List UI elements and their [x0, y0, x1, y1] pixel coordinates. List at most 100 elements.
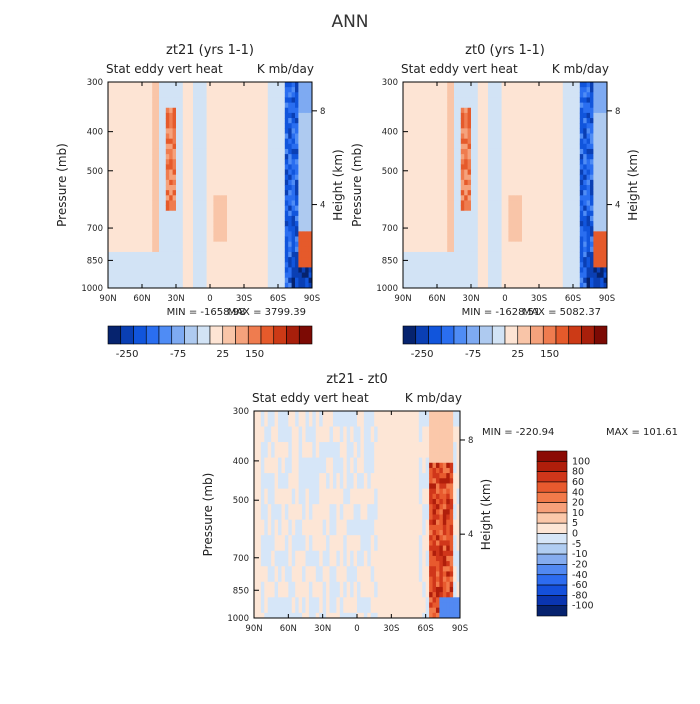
field-cell [132, 159, 136, 165]
field-cell [576, 134, 580, 140]
field-cell [597, 221, 601, 227]
field-cell [281, 82, 285, 88]
field-cell [142, 267, 146, 273]
field-cell [451, 170, 455, 176]
field-cell [522, 195, 526, 201]
field-cell [176, 97, 180, 103]
field-cell [505, 128, 509, 134]
field-cell [593, 159, 597, 165]
field-cell [519, 159, 523, 165]
field-cell [410, 237, 414, 243]
field-cell [261, 128, 265, 134]
field-cell [149, 262, 153, 268]
field-cell [207, 154, 211, 160]
field-cell [237, 247, 241, 253]
field-cell [434, 267, 438, 273]
field-cell [207, 262, 211, 268]
field-cell [505, 103, 509, 109]
field-cell [118, 139, 122, 145]
field-cell [278, 113, 282, 119]
field-cell [135, 175, 139, 181]
field-cell [241, 257, 245, 263]
field-cell [580, 175, 584, 181]
field-cell [156, 113, 160, 119]
field-cell [522, 139, 526, 145]
field-cell [128, 180, 132, 186]
field-cell [525, 170, 529, 176]
field-cell [275, 206, 279, 212]
field-cell [292, 128, 296, 134]
field-cell [437, 144, 441, 150]
field-cell [529, 108, 533, 114]
field-cell [285, 221, 289, 227]
field-cell [485, 97, 489, 103]
field-cell [173, 211, 177, 217]
field-cell [481, 113, 485, 119]
field-cell [203, 103, 207, 109]
field-cell [251, 82, 255, 88]
field-cell [478, 87, 482, 93]
field-cell [254, 592, 258, 598]
field-cell [597, 108, 601, 114]
field-cell [139, 190, 143, 196]
field-cell [417, 103, 421, 109]
field-cell [179, 226, 183, 232]
field-cell [125, 149, 129, 155]
field-cell [444, 262, 448, 268]
field-cell [498, 139, 502, 145]
field-cell [132, 128, 136, 134]
field-cell [502, 134, 506, 140]
field-cell [474, 273, 478, 279]
field-cell [288, 226, 292, 232]
field-cell [135, 247, 139, 253]
field-cell [200, 180, 204, 186]
field-cell [559, 195, 563, 201]
field-cell [173, 221, 177, 227]
field-cell [481, 247, 485, 253]
field-cell [553, 139, 557, 145]
field-cell [298, 123, 302, 129]
field-cell [417, 257, 421, 263]
field-cell [292, 92, 296, 98]
field-cell [423, 97, 427, 103]
field-cell [580, 97, 584, 103]
field-cell [423, 159, 427, 165]
field-cell [559, 231, 563, 237]
field-cell [542, 134, 546, 140]
field-cell [406, 190, 410, 196]
field-cell [529, 180, 533, 186]
field-cell [196, 164, 200, 170]
field-cell [587, 211, 591, 217]
field-cell [556, 206, 560, 212]
field-cell [275, 252, 279, 258]
field-cell [132, 242, 136, 248]
field-cell [115, 221, 119, 227]
field-cell [485, 252, 489, 258]
field-cell [532, 211, 536, 217]
field-cell [152, 252, 156, 258]
field-cell [451, 139, 455, 145]
field-cell [156, 231, 160, 237]
field-cell [108, 267, 112, 273]
field-cell [413, 273, 417, 279]
field-cell [488, 154, 492, 160]
field-cell [457, 190, 461, 196]
field-cell [563, 113, 567, 119]
field-cell [213, 273, 217, 279]
field-cell [298, 154, 302, 160]
field-cell [122, 267, 126, 273]
field-cell [139, 123, 143, 129]
field-cell [461, 185, 465, 191]
field-cell [111, 175, 115, 181]
field-cell [563, 118, 567, 124]
field-cell [542, 247, 546, 253]
field-cell [200, 128, 204, 134]
field-cell [278, 231, 282, 237]
field-cell [288, 206, 292, 212]
field-cell [111, 237, 115, 243]
field-cell [549, 273, 553, 279]
field-cell [247, 206, 251, 212]
field-cell [481, 216, 485, 222]
field-cell [532, 180, 536, 186]
field-cell [413, 237, 417, 243]
